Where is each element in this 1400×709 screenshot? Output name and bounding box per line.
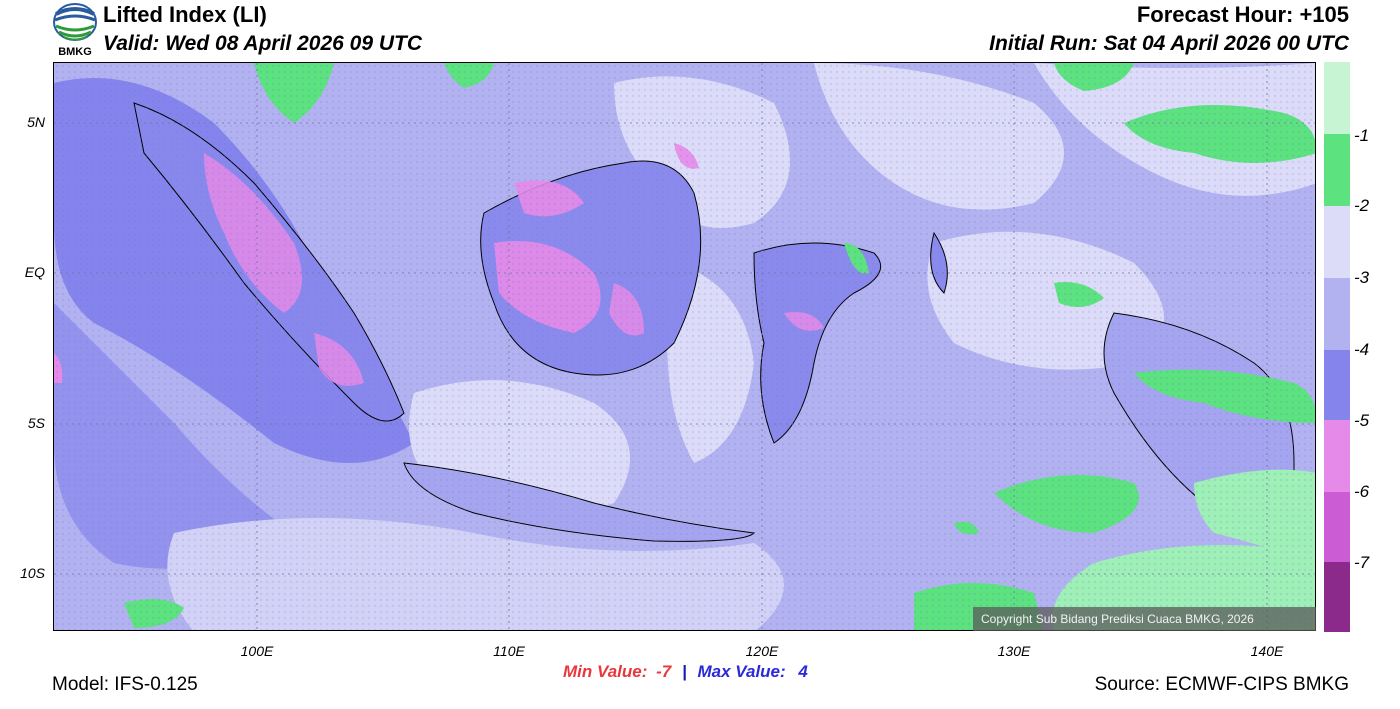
lat-tick-10s: 10S <box>20 565 45 581</box>
map-area[interactable] <box>53 62 1316 631</box>
copyright-notice: Copyright Sub Bidang Prediksi Cuaca BMKG… <box>973 607 1316 631</box>
forecast-hour: Forecast Hour: +105 <box>1136 2 1349 27</box>
lon-tick-130e: 130E <box>997 643 1031 659</box>
min-value: -7 <box>656 662 672 681</box>
lat-tick-eq: EQ <box>24 264 45 280</box>
logo-text: BMKG <box>58 46 92 58</box>
bmkg-logo: BMKG <box>52 2 98 60</box>
bmkg-logo-icon <box>53 3 97 41</box>
initial-run: Initial Run: Sat 04 April 2026 00 UTC <box>989 32 1349 55</box>
source-label: Source: ECMWF-CIPS BMKG <box>1094 674 1349 695</box>
colorbar-label: -5 <box>1354 411 1370 430</box>
colorbar-swatch <box>1324 562 1350 632</box>
colorbar-label: -3 <box>1354 268 1370 287</box>
valid-time: Valid: Wed 08 April 2026 09 UTC <box>103 32 422 55</box>
lat-tick-5s: 5S <box>27 415 45 431</box>
lon-tick-140e: 140E <box>1250 643 1284 659</box>
model-label: Model: IFS-0.125 <box>52 674 198 695</box>
colorbar-swatch <box>1324 206 1350 278</box>
colorbar-swatch <box>1324 492 1350 562</box>
max-value: 4 <box>798 662 808 681</box>
min-max-readout: Min Value: -7 | Max Value: 4 <box>563 662 808 682</box>
colorbar-swatch <box>1324 278 1350 350</box>
colorbar-swatches <box>1324 62 1350 632</box>
map-title: Lifted Index (LI) <box>103 2 267 27</box>
colorbar-swatch <box>1324 134 1350 206</box>
min-label: Min Value: <box>563 662 648 681</box>
colorbar-swatch <box>1324 350 1350 420</box>
map-gridlines <box>54 63 1315 630</box>
colorbar-swatch <box>1324 62 1350 134</box>
colorbar-swatch <box>1324 420 1350 492</box>
colorbar <box>1324 62 1350 632</box>
colorbar-label: -1 <box>1354 126 1370 145</box>
lon-tick-100e: 100E <box>240 643 274 659</box>
colorbar-label: -2 <box>1354 196 1370 215</box>
lon-tick-110e: 110E <box>493 643 525 659</box>
colorbar-label: -6 <box>1354 482 1370 501</box>
colorbar-label: -4 <box>1354 340 1370 359</box>
max-label: Max Value: <box>697 662 786 681</box>
minmax-separator: | <box>681 662 687 681</box>
lon-tick-120e: 120E <box>745 643 779 659</box>
lat-tick-5n: 5N <box>27 114 45 130</box>
lifted-index-field <box>54 63 1315 630</box>
colorbar-label: -7 <box>1354 553 1370 572</box>
